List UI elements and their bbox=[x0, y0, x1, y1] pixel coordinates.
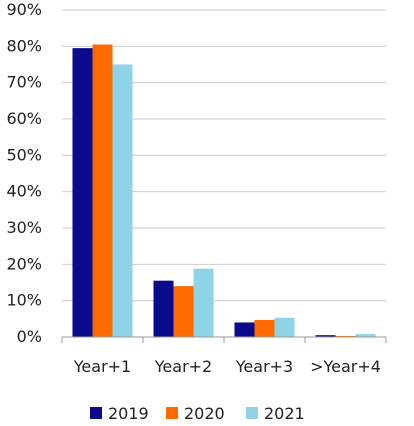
bar-2020-Year+2 bbox=[173, 286, 194, 337]
legend-swatch bbox=[166, 407, 178, 419]
x-axis-tick-labels: Year+1 Year+2 Year+3 >Year+4 bbox=[73, 357, 381, 376]
bar-2019-Year+2 bbox=[153, 280, 174, 337]
legend-label: 2019 bbox=[108, 404, 149, 423]
legend: 2019 2020 2021 bbox=[90, 404, 305, 423]
bar-2019->Year+4 bbox=[315, 335, 336, 337]
x-axis bbox=[61, 336, 387, 343]
bar-2019-Year+1 bbox=[72, 48, 93, 338]
y-tick-label: 70% bbox=[6, 73, 42, 92]
y-tick-label: 90% bbox=[6, 0, 42, 19]
legend-swatch bbox=[246, 407, 258, 419]
legend-label: 2020 bbox=[184, 404, 225, 423]
bar-2019-Year+3 bbox=[234, 322, 255, 337]
bars bbox=[72, 44, 376, 338]
y-axis-tick-labels: 0% 10% 20% 30% 40% 50% 60% 70% 80% 90% bbox=[6, 0, 42, 346]
y-tick-label: 40% bbox=[6, 182, 42, 201]
x-tick-label: Year+1 bbox=[73, 357, 131, 376]
y-tick-label: 10% bbox=[6, 291, 42, 310]
y-tick-label: 0% bbox=[17, 327, 42, 346]
x-tick-label: Year+3 bbox=[235, 357, 293, 376]
bar-2020-Year+1 bbox=[92, 44, 113, 338]
x-tick-label: Year+2 bbox=[154, 357, 212, 376]
y-tick-label: 50% bbox=[6, 145, 42, 164]
bar-2020-Year+3 bbox=[254, 319, 275, 337]
x-tick-label: >Year+4 bbox=[310, 357, 381, 376]
bar-2021-Year+2 bbox=[193, 268, 214, 337]
y-tick-label: 80% bbox=[6, 36, 42, 55]
legend-swatch bbox=[90, 407, 102, 419]
bar-2020->Year+4 bbox=[335, 335, 356, 337]
y-tick-label: 60% bbox=[6, 109, 42, 128]
bar-2021-Year+1 bbox=[112, 64, 133, 337]
bar-2021->Year+4 bbox=[355, 334, 376, 337]
y-tick-label: 20% bbox=[6, 254, 42, 273]
y-tick-label: 30% bbox=[6, 218, 42, 237]
bar-2021-Year+3 bbox=[274, 317, 295, 337]
legend-label: 2021 bbox=[264, 404, 305, 423]
